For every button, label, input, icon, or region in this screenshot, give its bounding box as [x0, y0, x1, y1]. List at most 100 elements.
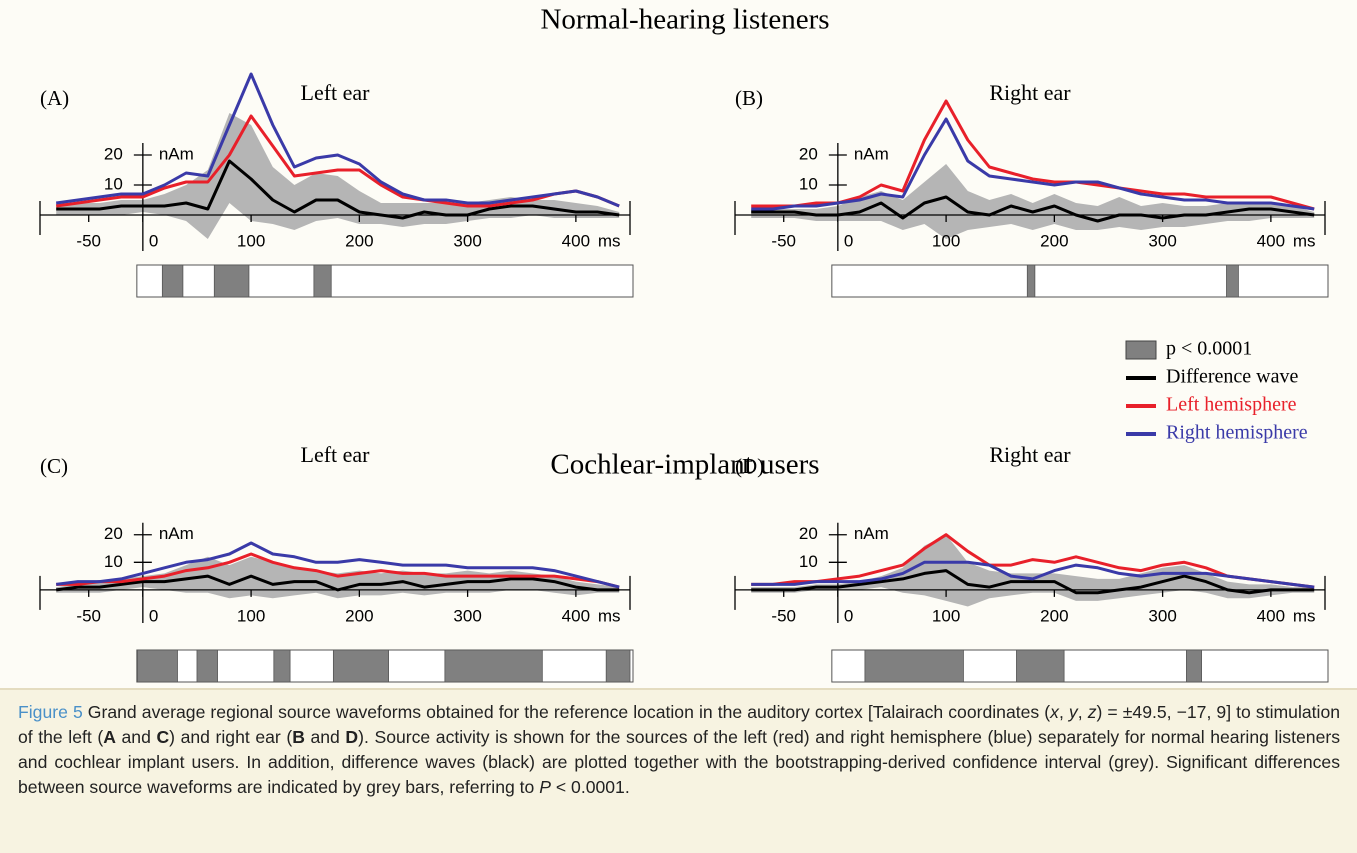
y-tick-label: 10: [104, 174, 123, 193]
y-tick-label: 10: [799, 174, 818, 193]
panel: (B) Right ear 10 20 nAm -50 0 100 200 300 400 ms: [734, 80, 1329, 298]
x-unit: ms: [598, 606, 621, 625]
significance-interval: [1016, 649, 1065, 683]
x-tick-label: 0: [844, 606, 853, 625]
significance-frame: [831, 264, 1329, 298]
x-tick-label: -50: [76, 606, 101, 625]
legend-label: Left hemisphere: [1166, 394, 1297, 416]
series-line: [55, 114, 620, 208]
series-line: [56, 159, 620, 220]
legend-label: Difference wave: [1166, 366, 1298, 388]
panel-label: (C): [40, 454, 68, 478]
x-tick-label: 200: [1040, 606, 1068, 625]
caption-text: < 0.0001.: [550, 777, 630, 797]
caption: Figure 5 Grand average regional source w…: [18, 700, 1340, 800]
series-line: [751, 533, 1315, 589]
significance-interval: [444, 649, 543, 683]
caption-text: C: [156, 727, 170, 747]
x-tick-label: 0: [149, 606, 158, 625]
caption-text: A: [103, 727, 116, 747]
caption-text: y: [1068, 702, 1078, 722]
caption-text: x: [1050, 702, 1059, 722]
panel: (D) Right ear 10 20 nAm -50 0 100 200 300 400 ms: [734, 442, 1329, 683]
panel-title: Right ear: [989, 442, 1071, 467]
panel-title: Left ear: [301, 442, 371, 467]
y-tick-label: 20: [799, 144, 818, 163]
legend-label: p < 0.0001: [1166, 338, 1252, 360]
figure: Normal-hearing listeners Cochlear-implan…: [0, 0, 1357, 690]
caption-text: D: [345, 727, 359, 747]
caption-text: ). Source activity is shown for the sour…: [18, 727, 1341, 797]
caption-text: ,: [1058, 702, 1069, 722]
panel-label: (A): [40, 86, 69, 110]
group-title: Cochlear-implant users: [550, 449, 819, 481]
significance-interval: [196, 649, 218, 683]
caption-text: ,: [1077, 702, 1088, 722]
caption-text: z: [1087, 702, 1097, 722]
figure-label: Figure 5: [18, 702, 83, 722]
panel: (A) Left ear 10 20 nAm -50 0 100 200 300 400 ms: [39, 72, 634, 298]
x-tick-label: 400: [1257, 606, 1285, 625]
x-tick-label: 400: [562, 606, 590, 625]
x-unit: ms: [1293, 231, 1316, 250]
significance-frame: [136, 264, 634, 298]
series-line: [56, 552, 620, 589]
legend-swatch: [1125, 340, 1157, 360]
x-tick-label: 100: [237, 606, 265, 625]
x-tick-label: 300: [1148, 231, 1176, 250]
y-unit: nAm: [159, 144, 194, 163]
y-tick-label: 20: [104, 144, 123, 163]
significance-interval: [161, 264, 184, 298]
x-tick-label: 300: [1148, 606, 1176, 625]
x-tick-label: 200: [1040, 231, 1068, 250]
panel-label: (B): [735, 86, 763, 110]
x-tick-label: -50: [771, 606, 796, 625]
x-tick-label: 100: [237, 231, 265, 250]
significance-interval: [864, 649, 964, 683]
series-line: [751, 117, 1315, 211]
significance-interval: [605, 649, 631, 683]
x-tick-label: -50: [76, 231, 101, 250]
panel-title: Left ear: [301, 80, 371, 105]
significance-interval: [213, 264, 250, 298]
significance-interval: [137, 649, 178, 683]
confidence-band: [56, 113, 620, 239]
y-tick-label: 10: [799, 552, 818, 571]
series-line: [56, 541, 620, 589]
y-tick-label: 10: [104, 552, 123, 571]
caption-text: and: [304, 727, 346, 747]
x-tick-label: 0: [149, 231, 158, 250]
caption-text: ) = ±49.5, −17, 9] to stimulation of the…: [18, 702, 1341, 747]
series-line: [751, 569, 1315, 595]
legend: p < 0.0001 Difference wave Left hemisphere…: [1125, 338, 1308, 444]
significance-interval: [1026, 264, 1036, 298]
x-tick-label: -50: [771, 231, 796, 250]
x-tick-label: 400: [562, 231, 590, 250]
x-unit: ms: [1293, 606, 1316, 625]
x-tick-label: 400: [1257, 231, 1285, 250]
panel: (C) Left ear 10 20 nAm -50 0 100 200 300 400 ms: [39, 442, 634, 683]
x-tick-label: 300: [453, 606, 481, 625]
panel-title: Right ear: [989, 80, 1071, 105]
caption-text: Grand average regional source waveforms …: [82, 702, 1051, 722]
significance-interval: [1186, 649, 1202, 683]
x-tick-label: 200: [345, 606, 373, 625]
y-unit: nAm: [854, 524, 889, 543]
series-line: [56, 574, 620, 592]
confidence-band: [751, 534, 1315, 607]
caption-text: B: [292, 727, 305, 747]
y-unit: nAm: [854, 144, 889, 163]
significance-interval: [332, 649, 389, 683]
series-line: [55, 72, 620, 208]
y-tick-label: 20: [799, 524, 818, 543]
y-unit: nAm: [159, 524, 194, 543]
confidence-band: [751, 164, 1315, 239]
group-title: Normal-hearing listeners: [540, 4, 829, 36]
x-tick-label: 100: [932, 231, 960, 250]
x-tick-label: 200: [345, 231, 373, 250]
significance-interval: [1226, 264, 1239, 298]
caption-text: and: [115, 727, 157, 747]
legend-label: Right hemisphere: [1166, 422, 1308, 444]
significance-interval: [313, 264, 332, 298]
